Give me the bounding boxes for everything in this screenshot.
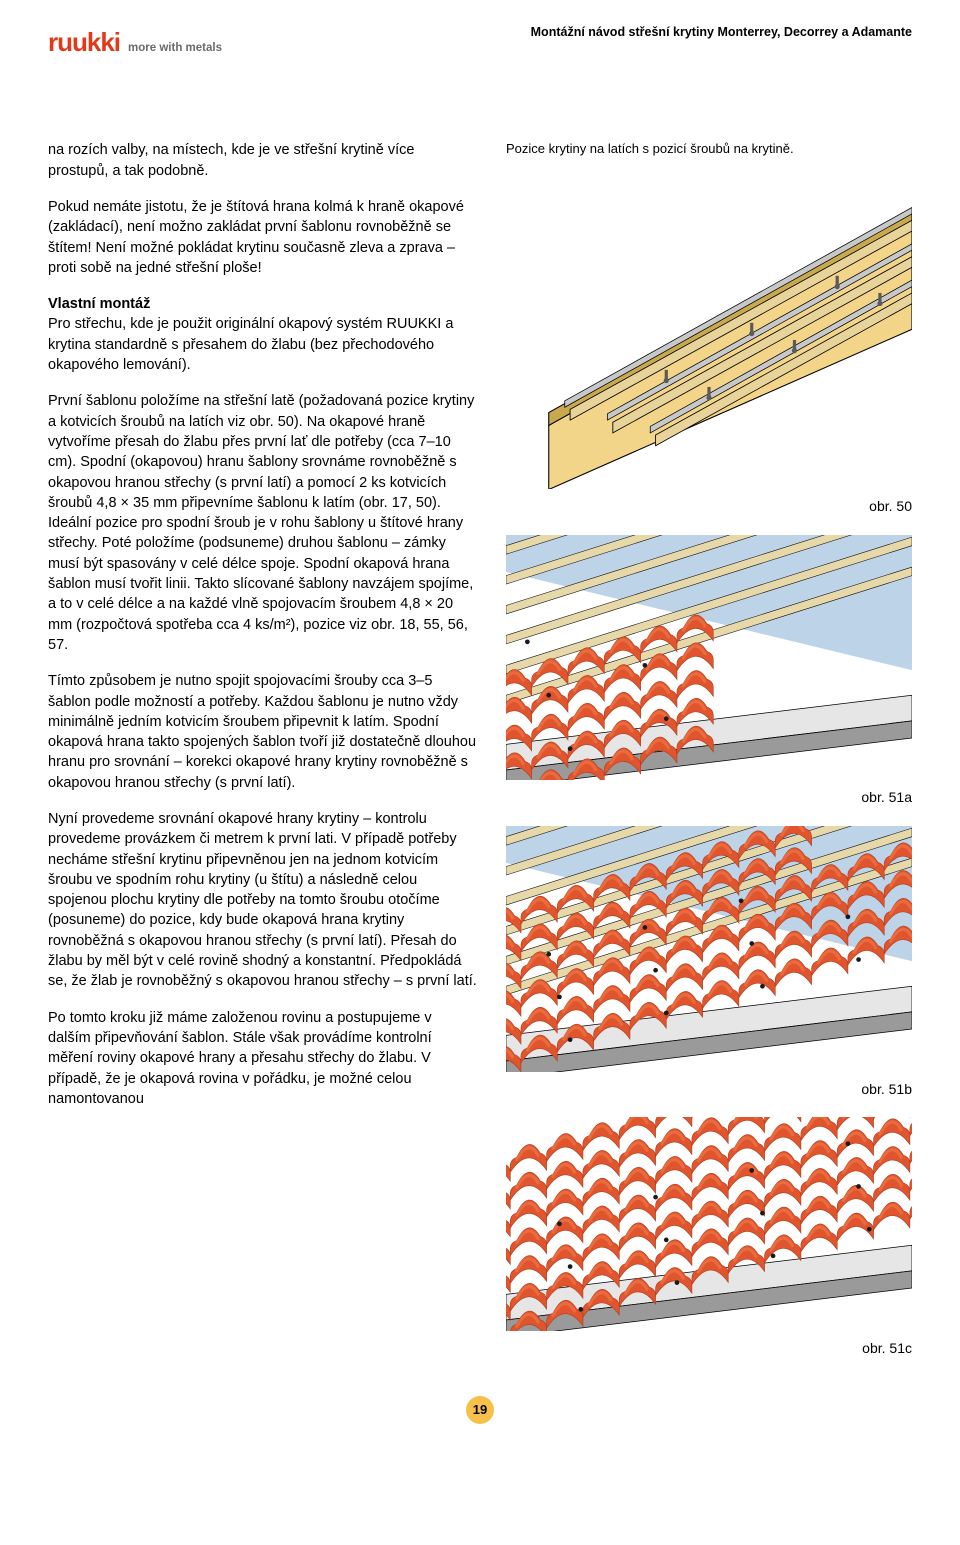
page-number-value: 19 <box>473 1402 487 1417</box>
brand-block: ruukki more with metals <box>48 24 222 60</box>
text-column: na rozích valby, na místech, kde je ve s… <box>48 140 478 1376</box>
figure-50 <box>506 169 912 490</box>
figure-label: obr. 51c <box>506 1339 912 1359</box>
figure-column: Pozice krytiny na latích s pozicí šroubů… <box>506 140 912 1376</box>
document-title: Montážní návod střešní krytiny Monterrey… <box>531 24 912 42</box>
paragraph: Tímto způsobem je nutno spojit spojovací… <box>48 671 478 793</box>
figure-label: obr. 51a <box>506 788 912 808</box>
paragraph: na rozích valby, na místech, kde je ve s… <box>48 140 478 181</box>
figure-51b <box>506 826 912 1072</box>
brand-tagline: more with metals <box>128 40 222 56</box>
paragraph: Vlastní montáž Pro střechu, kde je použi… <box>48 294 478 375</box>
paragraph-text: Pro střechu, kde je použit originální ok… <box>48 316 453 373</box>
page-number: 19 <box>48 1401 912 1419</box>
brand-logo: ruukki <box>48 24 120 60</box>
figure-51c <box>506 1117 912 1331</box>
page-header: ruukki more with metals Montážní návod s… <box>48 24 912 60</box>
figure-label: obr. 51b <box>506 1080 912 1100</box>
paragraph: První šablonu položíme na střešní latě (… <box>48 391 478 655</box>
figure-caption: Pozice krytiny na latích s pozicí šroubů… <box>506 140 912 158</box>
section-heading: Vlastní montáž <box>48 296 150 312</box>
figure-label: obr. 50 <box>506 497 912 517</box>
paragraph: Pokud nemáte jistotu, že je štítová hran… <box>48 197 478 278</box>
paragraph: Nyní provedeme srovnání okapové hrany kr… <box>48 809 478 992</box>
paragraph: Po tomto kroku již máme založenou rovinu… <box>48 1008 478 1109</box>
content-columns: na rozích valby, na místech, kde je ve s… <box>48 140 912 1376</box>
figure-51a <box>506 535 912 781</box>
